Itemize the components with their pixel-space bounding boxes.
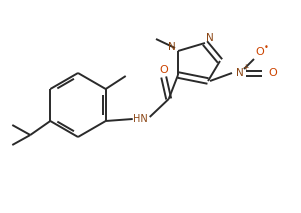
Text: O: O <box>159 65 168 75</box>
Text: O: O <box>268 68 278 78</box>
Text: N: N <box>206 33 214 43</box>
Text: HN: HN <box>133 114 148 124</box>
Text: O: O <box>256 47 264 57</box>
Text: •: • <box>264 43 268 52</box>
Text: N: N <box>236 68 244 78</box>
Text: N: N <box>168 42 176 52</box>
Text: +: + <box>242 63 248 72</box>
